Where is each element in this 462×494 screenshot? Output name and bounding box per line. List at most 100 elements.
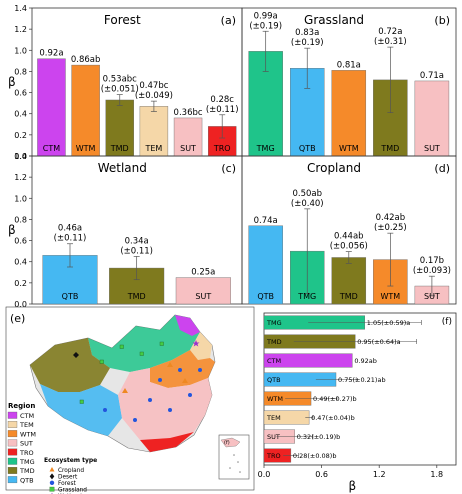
y-tick-label: 1.2: [14, 25, 27, 34]
panel-c: Wetland (c) 0.0 0.2 0.4 0.6 0.8 1.0 1.2 1.4 β (±0.1…: [8, 152, 243, 309]
y-tick-label: 1.4: [14, 152, 27, 161]
site-markers: [73, 340, 202, 422]
panel-frame: [263, 312, 457, 466]
bar-value-label: 0.50ab: [292, 189, 322, 199]
hbar-ctm: [263, 353, 353, 368]
bar-value-label: 0.71a: [420, 71, 444, 81]
region-sut: [118, 368, 212, 440]
map-panel-letter: (e): [10, 312, 25, 325]
bar-category-label: TMG: [297, 292, 316, 301]
hbar-value-label: 0.47(±0.04)b: [311, 414, 355, 422]
bar-value-label: 0.99a: [254, 11, 278, 21]
bar-sut: [414, 80, 450, 157]
cropland-icon: [49, 467, 55, 472]
region-swatch-ctm: [7, 411, 18, 419]
bar-category-label: TMD: [127, 292, 146, 301]
bar-error-label: (±0.11): [120, 246, 153, 256]
bar-category-label: TMD: [380, 144, 399, 153]
bar-value-label: 0.47bc: [139, 81, 168, 91]
panel-letter: (d): [434, 162, 450, 175]
region-legend-title: Region: [8, 402, 35, 410]
y-tick-label: 0.6: [14, 237, 27, 246]
bar-panels: Forest (a) 0.0 0.2 0.4 0.6 0.8 1.0 1.2 1.4 β 0.92a C…: [8, 4, 457, 493]
region-label: WTM: [20, 430, 36, 438]
inset-label: (f): [224, 440, 230, 446]
region-tro: [140, 432, 194, 452]
y-tick-label: 1.0: [14, 194, 27, 203]
hbar-value-label: 0.75(±0.21)ab: [338, 376, 386, 384]
bar-wtm: [331, 70, 367, 157]
region-label: QTB: [20, 476, 34, 484]
panel-title: Grassland: [304, 13, 364, 27]
bar-error-label: (±0.051): [101, 85, 139, 95]
bar-error-label: (±0.19): [249, 21, 282, 31]
hbar-category-label: QTB: [267, 376, 281, 384]
region-swatch-sut: [7, 439, 18, 447]
region-swatch-qtb: [7, 476, 18, 484]
bar-sut: [173, 117, 203, 157]
y-tick-label: 0.4: [14, 258, 27, 267]
hbar-value-label: 0.32(±0.19)b: [297, 433, 341, 441]
bar-category-label: TEM: [144, 144, 162, 153]
south-sea-inset-coast: [220, 437, 241, 448]
region-label: TMG: [19, 458, 35, 466]
hbar-value-label: 0.95(±0.64)a: [357, 338, 400, 346]
region-tmg: [88, 315, 200, 372]
bar-value-label: 0.34a: [125, 236, 149, 246]
bar-value-label: 0.53abc: [103, 75, 138, 85]
forest-icon: [49, 480, 55, 485]
hbar-category-label: WTM: [267, 395, 283, 403]
panel-b: Grassland (b)(±0.19)0.99aTMG(±0.19)0.83aQ…: [241, 7, 457, 157]
bar-value-label: 0.28c: [210, 95, 234, 105]
bar-value-label: 0.86ab: [71, 55, 101, 65]
region-tem: [190, 332, 212, 360]
panel-title: Cropland: [307, 161, 361, 175]
bar-qtb: [248, 225, 283, 305]
y-axis-label: β: [8, 75, 16, 89]
bar-category-label: TMD: [110, 144, 129, 153]
bar-error-label: (±0.11): [54, 234, 87, 244]
panel-title: Wetland: [98, 161, 147, 175]
y-tick-label: 0.0: [14, 152, 27, 161]
panel-a: Forest (a) 0.0 0.2 0.4 0.6 0.8 1.0 1.2 1.4 β 0.92a C…: [8, 4, 243, 161]
bar-value-label: 0.81a: [337, 60, 361, 70]
region-label: TEM: [19, 421, 34, 429]
bar-tmd: [331, 257, 367, 305]
bar-category-label: SUT: [424, 292, 440, 301]
panel-letter: (b): [434, 14, 450, 27]
bar-category-label: WTM: [76, 144, 96, 153]
bar-error-label: (±0.056): [330, 242, 368, 252]
bar-value-label: 0.74a: [254, 216, 278, 226]
y-tick-label: 0.4: [14, 110, 27, 119]
y-tick-label: 1.2: [14, 173, 27, 182]
x-tick-label: 1.8: [430, 470, 443, 479]
bar-tmd: [105, 99, 134, 157]
region-swatch-wtm: [7, 430, 18, 438]
y-tick-label: 0.8: [14, 215, 27, 224]
bar-value-label: 0.25a: [191, 268, 215, 278]
x-tick-label: 1.2: [373, 470, 386, 479]
bar-value-label: 0.17b: [420, 256, 444, 266]
y-tick-label: 0.8: [14, 67, 27, 76]
bar-category-label: QTB: [62, 292, 79, 301]
bar-error-label: (±0.093): [413, 266, 451, 276]
panel-letter: (f): [442, 317, 452, 327]
bar-error-label: (±0.11): [206, 105, 239, 115]
hbar-category-label: SUT: [267, 433, 280, 441]
x-tick-label: 0.0: [258, 470, 271, 479]
bar-error-label: (±0.31): [374, 37, 407, 47]
x-tick-label: 0.6: [315, 470, 328, 479]
bar-category-label: TMD: [339, 292, 358, 301]
bar-category-label: SUT: [195, 292, 211, 301]
bar-wtm: [71, 64, 100, 157]
panel-f: (f) 0.0 0.6 1.2 1.8 β TMG 1.05(±0.59)a TMD 0.95(±…: [258, 312, 457, 493]
hbar-value-label: 0.28(±0.08)b: [293, 452, 337, 460]
bar-category-label: CTM: [43, 144, 60, 153]
region-swatch-tmg: [7, 457, 18, 465]
panel-letter: (c): [221, 162, 236, 175]
bar-category-label: TMG: [256, 144, 275, 153]
region-label: SUT: [20, 440, 33, 448]
region-wtm: [150, 350, 215, 388]
ecosystem-legend-title: Ecosystem type: [44, 457, 97, 464]
